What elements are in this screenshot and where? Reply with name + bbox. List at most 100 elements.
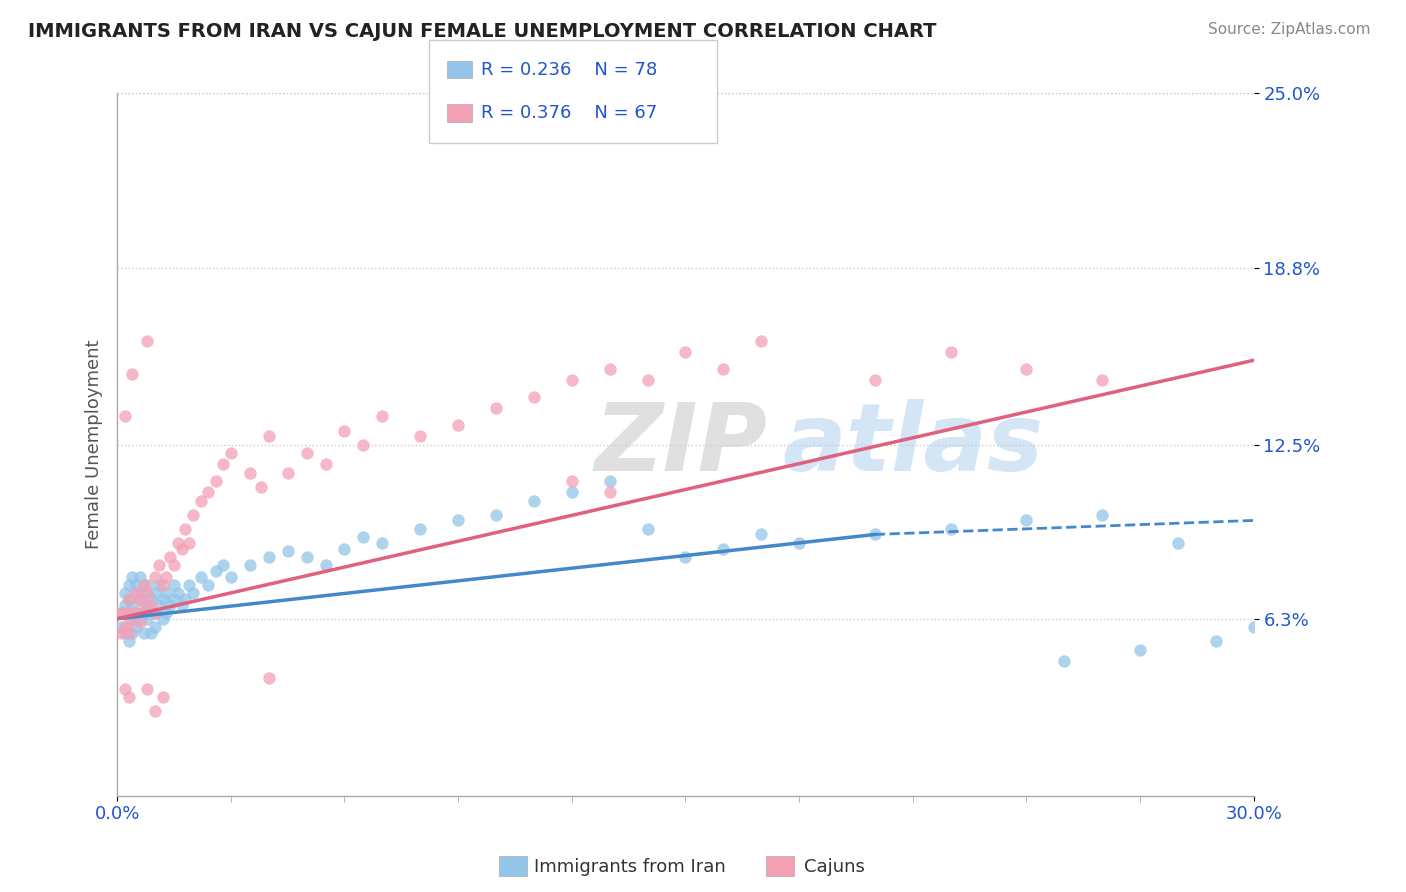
Point	[125, 586, 148, 600]
Point	[174, 522, 197, 536]
Point	[155, 606, 177, 620]
Point	[163, 578, 186, 592]
Point	[114, 620, 136, 634]
Point	[447, 417, 470, 432]
Point	[110, 620, 132, 634]
Point	[132, 586, 155, 600]
Point	[409, 429, 432, 443]
Point	[295, 549, 318, 564]
Point	[561, 474, 583, 488]
Point	[257, 549, 280, 564]
Point	[863, 527, 886, 541]
Point	[599, 361, 621, 376]
Point	[239, 558, 262, 573]
Point	[523, 390, 546, 404]
Text: atlas: atlas	[782, 399, 1043, 491]
Point	[523, 493, 546, 508]
Point	[125, 586, 148, 600]
Point	[352, 530, 374, 544]
Point	[121, 606, 143, 620]
Point	[136, 598, 159, 612]
Point	[114, 409, 136, 424]
Point	[159, 549, 181, 564]
Point	[152, 592, 174, 607]
Point	[114, 681, 136, 696]
Point	[141, 625, 163, 640]
Point	[190, 569, 212, 583]
Point	[117, 592, 139, 607]
Point	[114, 606, 136, 620]
Point	[409, 522, 432, 536]
Point	[219, 446, 242, 460]
Point	[121, 368, 143, 382]
Point	[675, 344, 697, 359]
Point	[163, 592, 186, 607]
Point	[181, 586, 204, 600]
Point	[250, 480, 273, 494]
Point	[179, 578, 201, 592]
Point	[141, 592, 163, 607]
Point	[125, 620, 148, 634]
Point	[148, 578, 170, 592]
Point	[117, 625, 139, 640]
Point	[939, 344, 962, 359]
Point	[352, 437, 374, 451]
Point	[125, 578, 148, 592]
Point	[315, 457, 337, 471]
Point	[121, 612, 143, 626]
Point	[163, 558, 186, 573]
Point	[204, 564, 226, 578]
Point	[129, 612, 152, 626]
Point	[333, 424, 356, 438]
Point	[863, 373, 886, 387]
Point	[132, 625, 155, 640]
Point	[117, 578, 139, 592]
Text: Immigrants from Iran: Immigrants from Iran	[534, 858, 725, 876]
Point	[148, 558, 170, 573]
Point	[1015, 513, 1038, 527]
Point	[212, 457, 235, 471]
Point	[371, 409, 394, 424]
Point	[333, 541, 356, 556]
Point	[485, 508, 508, 522]
Point	[136, 586, 159, 600]
Point	[637, 522, 659, 536]
Point	[125, 606, 148, 620]
Point	[129, 569, 152, 583]
Text: IMMIGRANTS FROM IRAN VS CAJUN FEMALE UNEMPLOYMENT CORRELATION CHART: IMMIGRANTS FROM IRAN VS CAJUN FEMALE UNE…	[28, 22, 936, 41]
Point	[129, 592, 152, 607]
Point	[136, 681, 159, 696]
Point	[117, 634, 139, 648]
Point	[141, 598, 163, 612]
Point	[121, 625, 143, 640]
Point	[143, 606, 166, 620]
Point	[371, 536, 394, 550]
Point	[485, 401, 508, 415]
Text: Source: ZipAtlas.com: Source: ZipAtlas.com	[1208, 22, 1371, 37]
Point	[143, 705, 166, 719]
Point	[132, 606, 155, 620]
Point	[143, 606, 166, 620]
Point	[143, 586, 166, 600]
Point	[110, 606, 132, 620]
Point	[114, 625, 136, 640]
Point	[277, 466, 299, 480]
Point	[1129, 642, 1152, 657]
Point	[1205, 634, 1227, 648]
Point	[148, 598, 170, 612]
Point	[637, 373, 659, 387]
Point	[136, 612, 159, 626]
Point	[1053, 654, 1076, 668]
Point	[136, 578, 159, 592]
Point	[711, 541, 734, 556]
Point	[749, 527, 772, 541]
Point	[166, 586, 188, 600]
Y-axis label: Female Unemployment: Female Unemployment	[86, 340, 103, 549]
Point	[181, 508, 204, 522]
Point	[1243, 620, 1265, 634]
Point	[295, 446, 318, 460]
Point	[117, 615, 139, 629]
Point	[257, 429, 280, 443]
Point	[129, 615, 152, 629]
Point	[561, 485, 583, 500]
